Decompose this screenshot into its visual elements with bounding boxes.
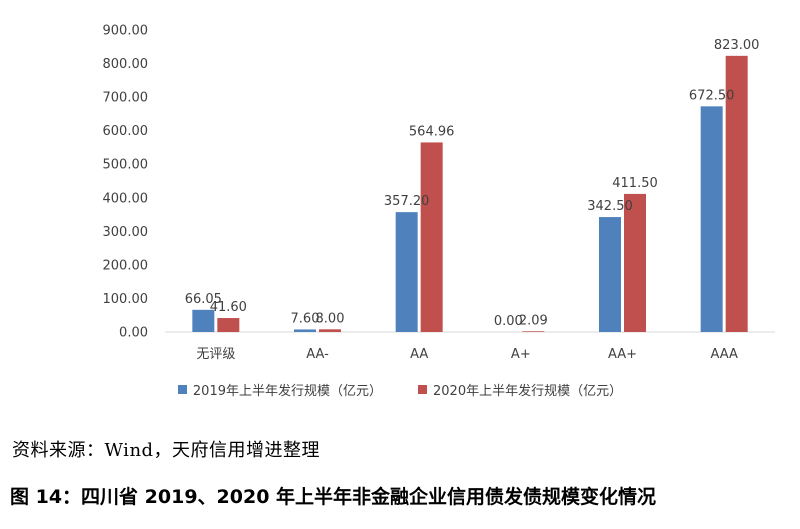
category-labels: 无评级 AA- AA A+ AA+ AAA: [196, 347, 738, 362]
data-label-2020-4: 411.50: [612, 176, 658, 191]
y-tick-label: 100.00: [103, 292, 149, 307]
bar-2019-4: [599, 217, 621, 332]
x-category-label: AAA: [710, 347, 738, 362]
source-note: 资料来源：Wind，天府信用增进整理: [12, 440, 321, 461]
x-category-label: 无评级: [196, 347, 235, 362]
y-tick-label: 300.00: [103, 225, 149, 240]
data-label-2020-5: 823.00: [714, 38, 760, 53]
x-category-label: AA+: [608, 347, 637, 362]
legend-label-2020: 2020年上半年发行规模（亿元）: [433, 383, 623, 399]
y-tick-label: 0.00: [119, 326, 148, 341]
y-tick-label: 700.00: [103, 91, 149, 106]
legend: 2019年上半年发行规模（亿元） 2020年上半年发行规模（亿元）: [0, 378, 800, 400]
bars: [192, 55, 748, 333]
bar-2020-3: [522, 331, 545, 332]
bar-2020-5: [725, 55, 748, 333]
data-label-2019-3: 0.00: [494, 314, 523, 329]
bar-2020-2: [420, 142, 443, 332]
bar-2019-5: [700, 106, 723, 332]
bar-2019-1: [294, 329, 316, 332]
bar-2020-4: [624, 193, 646, 332]
bar-2020-0: [217, 318, 240, 332]
figure-caption: 图 14：四川省 2019、2020 年上半年非金融企业信用债发债规模变化情况: [10, 486, 657, 508]
y-tick-label: 500.00: [103, 158, 149, 173]
y-tick-label: 900.00: [103, 24, 149, 39]
y-tick-label: 400.00: [103, 191, 149, 206]
data-label-2020-1: 8.00: [316, 311, 345, 326]
bar-chart: 0.00 100.00 200.00 300.00 400.00 500.00 600.00…: [103, 24, 775, 362]
x-category-label: AA: [410, 347, 428, 362]
bar-2020-1: [319, 329, 341, 332]
legend-item-2019: 2019年上半年发行规模（亿元）: [177, 380, 382, 399]
bar-2019-2: [395, 212, 418, 332]
data-label-2020-0: 41.60: [210, 300, 247, 315]
data-label-2019-0: 66.05: [185, 292, 222, 307]
legend-swatch-2019: [177, 384, 187, 394]
bar-2019-0: [192, 309, 215, 332]
y-tick-label: 800.00: [103, 57, 149, 72]
y-tick-label: 200.00: [103, 258, 149, 273]
data-label-2019-2: 357.20: [384, 194, 430, 209]
legend-label-2019: 2019年上半年发行规模（亿元）: [192, 383, 382, 399]
legend-item-2020: 2020年上半年发行规模（亿元）: [418, 380, 622, 399]
y-axis: 0.00 100.00 200.00 300.00 400.00 500.00 600.00…: [103, 24, 149, 341]
x-category-label: A+: [511, 347, 531, 362]
x-category-label: AA-: [306, 347, 329, 362]
legend-swatch-2020: [418, 384, 427, 394]
data-label-2019-4: 342.50: [587, 199, 633, 214]
y-tick-label: 600.00: [103, 124, 149, 139]
data-label-2019-5: 672.50: [689, 88, 735, 103]
data-label-2020-2: 564.96: [409, 124, 455, 139]
data-label-2020-3: 2.09: [519, 313, 548, 328]
data-label-2019-1: 7.60: [291, 311, 320, 326]
